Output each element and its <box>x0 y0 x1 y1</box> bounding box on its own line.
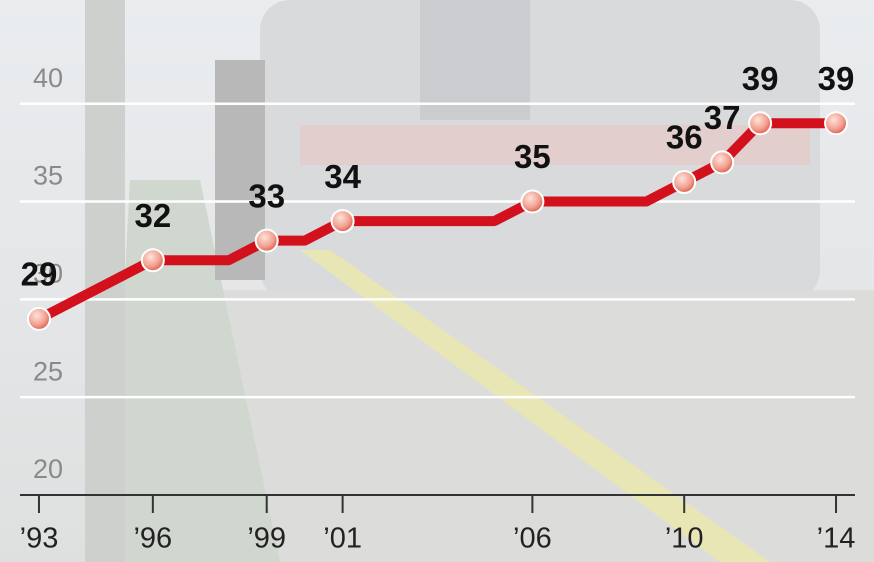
data-point <box>672 169 697 194</box>
data-label: 32 <box>134 197 171 234</box>
data-point <box>26 306 51 331</box>
data-point <box>140 248 165 273</box>
x-tick-label: ’01 <box>323 523 362 555</box>
data-label: 39 <box>742 60 779 97</box>
x-tick-label: ’93 <box>20 523 59 555</box>
data-point <box>254 228 279 253</box>
x-tick-label: ’99 <box>247 523 286 555</box>
data-point <box>520 189 545 214</box>
data-label: 37 <box>704 99 741 136</box>
data-label: 36 <box>666 119 703 156</box>
data-label: 39 <box>818 60 855 97</box>
data-label: 34 <box>324 158 361 195</box>
data-label: 35 <box>514 138 551 175</box>
data-label: 29 <box>21 256 58 293</box>
x-tick-label: ’06 <box>513 523 552 555</box>
x-tick-label: ’96 <box>133 523 172 555</box>
y-tick-label: 40 <box>33 63 63 93</box>
data-point <box>748 111 773 136</box>
y-tick-label: 20 <box>33 454 63 484</box>
x-tick-label: ’10 <box>665 523 704 555</box>
data-point <box>330 209 355 234</box>
y-tick-label: 30 <box>33 258 63 288</box>
data-point <box>710 150 735 175</box>
data-point <box>824 111 849 136</box>
y-tick-label: 35 <box>33 161 63 191</box>
data-label: 33 <box>248 177 285 214</box>
x-tick-label: ’14 <box>817 523 856 555</box>
y-tick-label: 25 <box>33 356 63 386</box>
